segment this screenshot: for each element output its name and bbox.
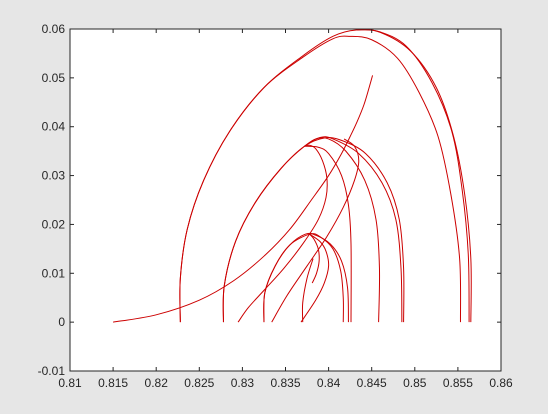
y-tick-label: 0.03 — [42, 169, 66, 183]
y-tick-label: 0.01 — [42, 266, 66, 280]
x-tick-label: 0.815 — [98, 376, 128, 390]
x-tick-label: 0.81 — [58, 376, 82, 390]
curve-series-9 — [271, 138, 360, 323]
x-tick-label: 0.84 — [317, 376, 341, 390]
curve-series-15 — [301, 258, 314, 323]
curve-series-4 — [357, 29, 470, 323]
x-tick-label: 0.845 — [357, 376, 387, 390]
curve-series-14 — [309, 233, 320, 284]
y-tick-label: 0.05 — [42, 71, 66, 85]
x-tick-label: 0.835 — [270, 376, 300, 390]
x-tick-label: 0.855 — [443, 376, 473, 390]
curve-series-10 — [237, 144, 328, 323]
y-tick-label: 0.02 — [42, 217, 66, 231]
x-tick-label: 0.86 — [489, 376, 513, 390]
curve-series-3 — [179, 35, 462, 323]
y-axis-ticks: -0.01 0 0.01 0.02 0.03 0.04 0.05 0.06 — [38, 22, 501, 378]
x-tick-label: 0.83 — [231, 376, 255, 390]
curve-series-13 — [300, 233, 330, 323]
curve-series-8 — [304, 145, 352, 323]
y-tick-label: 0.06 — [42, 22, 66, 36]
curve-series-1 — [113, 75, 374, 323]
curve-series-12 — [263, 233, 344, 323]
y-tick-label: -0.01 — [38, 364, 66, 378]
curves — [113, 29, 472, 323]
x-tick-label: 0.85 — [403, 376, 427, 390]
x-tick-label: 0.825 — [184, 376, 214, 390]
plot-area — [70, 29, 501, 371]
curve-series-7 — [304, 137, 381, 323]
x-axis-ticks: 0.81 0.815 0.82 0.825 0.83 0.835 0.84 0.845 0.85… — [58, 29, 513, 390]
y-tick-label: 0 — [58, 315, 65, 329]
x-tick-label: 0.82 — [145, 376, 169, 390]
curve-series-6 — [222, 136, 403, 323]
y-tick-label: 0.04 — [42, 120, 66, 134]
